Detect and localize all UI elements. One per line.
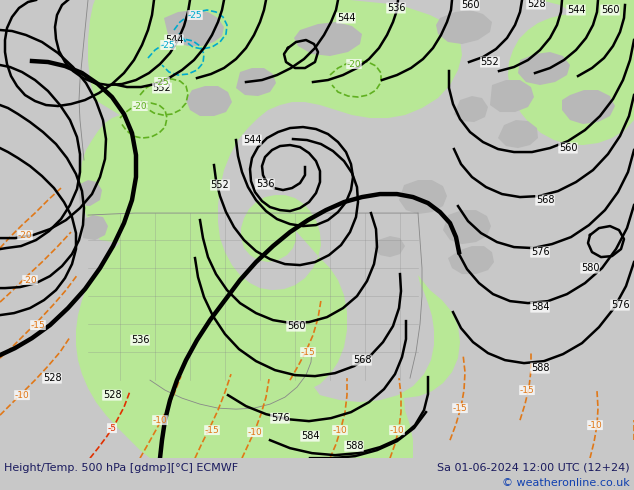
Polygon shape <box>78 180 102 206</box>
Text: 584: 584 <box>301 431 320 441</box>
Text: -25: -25 <box>188 10 202 20</box>
Text: 560: 560 <box>287 321 305 331</box>
Polygon shape <box>490 80 534 112</box>
Text: 568: 568 <box>353 355 372 365</box>
Polygon shape <box>399 180 447 214</box>
Text: -15: -15 <box>453 404 467 413</box>
Text: -10: -10 <box>15 391 29 400</box>
Text: 576: 576 <box>531 247 549 257</box>
Text: 528: 528 <box>527 0 545 9</box>
Text: 568: 568 <box>536 195 554 205</box>
Polygon shape <box>374 236 405 257</box>
Text: -15: -15 <box>30 320 46 330</box>
Polygon shape <box>443 210 491 244</box>
Polygon shape <box>186 86 232 116</box>
Text: 544: 544 <box>337 13 355 23</box>
Text: -15: -15 <box>205 426 219 435</box>
Polygon shape <box>82 215 108 240</box>
Text: -10: -10 <box>153 416 167 425</box>
Text: 544: 544 <box>243 135 261 145</box>
Text: -10: -10 <box>390 426 404 435</box>
Text: -20: -20 <box>133 101 147 111</box>
Text: Sa 01-06-2024 12:00 UTC (12+24): Sa 01-06-2024 12:00 UTC (12+24) <box>437 463 630 473</box>
Text: 560: 560 <box>559 143 577 153</box>
Text: 560: 560 <box>461 0 479 10</box>
Text: 588: 588 <box>531 363 549 373</box>
Polygon shape <box>490 0 634 145</box>
Text: 576: 576 <box>611 300 630 310</box>
Polygon shape <box>448 246 494 274</box>
Polygon shape <box>236 68 276 96</box>
Text: 536: 536 <box>131 335 149 345</box>
Text: Height/Temp. 500 hPa [gdmp][°C] ECMWF: Height/Temp. 500 hPa [gdmp][°C] ECMWF <box>4 463 238 473</box>
Text: 552: 552 <box>481 57 500 67</box>
Text: 580: 580 <box>581 263 599 273</box>
Text: 584: 584 <box>531 302 549 312</box>
Text: 552: 552 <box>153 83 171 93</box>
Text: -10: -10 <box>333 426 347 435</box>
Text: -25: -25 <box>160 41 176 49</box>
Text: -15: -15 <box>301 347 315 357</box>
Text: 536: 536 <box>387 3 405 13</box>
Text: © weatheronline.co.uk: © weatheronline.co.uk <box>502 478 630 488</box>
Polygon shape <box>498 120 538 148</box>
Text: -5: -5 <box>108 424 117 433</box>
Polygon shape <box>76 0 462 458</box>
Text: 552: 552 <box>210 180 230 190</box>
Text: -10: -10 <box>248 428 262 437</box>
Text: -25: -25 <box>155 77 169 87</box>
Polygon shape <box>562 90 615 124</box>
Text: -10: -10 <box>588 420 602 430</box>
Polygon shape <box>518 52 570 85</box>
Text: -20: -20 <box>347 59 361 69</box>
Text: 536: 536 <box>256 179 275 189</box>
Polygon shape <box>294 22 362 56</box>
Polygon shape <box>454 96 488 122</box>
Polygon shape <box>436 10 492 44</box>
Text: 576: 576 <box>271 413 289 423</box>
Polygon shape <box>164 10 224 46</box>
Text: 528: 528 <box>42 373 61 383</box>
Text: 544: 544 <box>165 35 183 45</box>
Text: 560: 560 <box>601 5 619 15</box>
Text: -20: -20 <box>18 231 32 240</box>
Text: 528: 528 <box>103 390 121 400</box>
Text: 544: 544 <box>567 5 585 15</box>
Text: 588: 588 <box>345 441 363 451</box>
Text: -20: -20 <box>23 275 37 285</box>
Text: -15: -15 <box>520 386 534 394</box>
